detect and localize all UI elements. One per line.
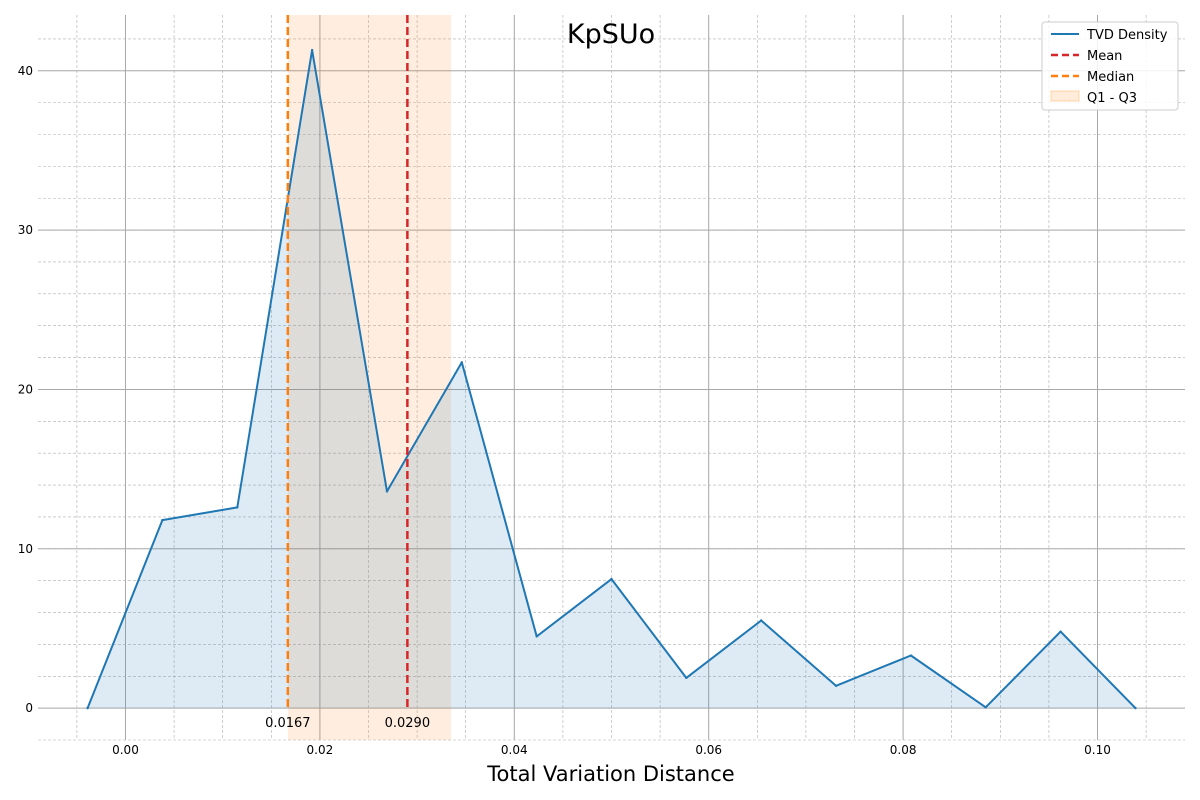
density-point (1059, 630, 1062, 633)
density-point (685, 676, 688, 680)
x-tick-label: 0.04 (501, 743, 528, 757)
legend: TVD Density Mean Median Q1 - Q3 (1041, 21, 1179, 111)
density-point (984, 706, 987, 709)
mean-value-label: 0.0290 (385, 716, 431, 731)
density-point (610, 577, 613, 581)
x-axis-label: Total Variation Distance (486, 762, 734, 786)
density-points (86, 48, 1137, 710)
median-value-label: 0.0167 (265, 716, 311, 731)
chart-title: KpSUo (567, 19, 655, 50)
y-tick-label: 0 (25, 701, 33, 715)
x-tick-label: 0.08 (890, 743, 917, 757)
x-tick-label: 0.10 (1084, 743, 1111, 757)
legend-label-density: TVD Density (1086, 28, 1168, 43)
legend-swatch-iqr (1050, 90, 1080, 102)
y-axis-ticks: 0 10 20 30 40 (18, 64, 33, 715)
major-gridlines (38, 15, 1185, 740)
density-point (834, 684, 838, 688)
legend-label-iqr: Q1 - Q3 (1087, 91, 1137, 106)
density-point (909, 654, 913, 657)
legend-label-median: Median (1087, 70, 1134, 85)
density-point (86, 706, 89, 710)
density-point (460, 361, 464, 364)
legend-frame (1041, 21, 1179, 111)
density-point (759, 619, 763, 622)
iqr-band (287, 15, 452, 740)
y-tick-label: 20 (18, 382, 33, 396)
density-point (310, 48, 314, 52)
x-tick-label: 0.00 (112, 743, 139, 757)
density-point (1134, 706, 1137, 710)
y-tick-label: 10 (18, 542, 33, 556)
density-point (161, 518, 164, 522)
legend-label-mean: Mean (1087, 49, 1122, 64)
density-point (236, 506, 239, 509)
x-tick-label: 0.06 (695, 743, 722, 757)
x-axis-ticks: 0.00 0.02 0.04 0.06 0.08 0.10 (112, 743, 1111, 757)
y-tick-label: 30 (18, 223, 33, 237)
density-point (535, 635, 538, 638)
density-area-fill (87, 50, 1136, 709)
x-tick-label: 0.02 (307, 743, 334, 757)
density-point (385, 490, 389, 493)
y-tick-label: 40 (18, 64, 33, 78)
